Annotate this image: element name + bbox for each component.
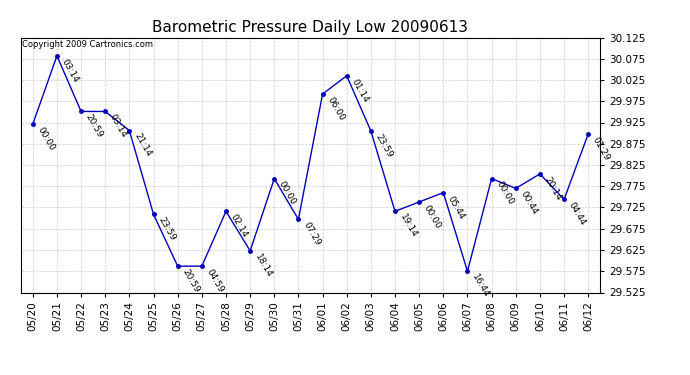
Text: Copyright 2009 Cartronics.com: Copyright 2009 Cartronics.com: [22, 40, 153, 49]
Text: 21:14: 21:14: [132, 132, 152, 159]
Text: 23:59: 23:59: [157, 216, 177, 243]
Text: 03:14: 03:14: [108, 113, 128, 140]
Text: 03:14: 03:14: [60, 57, 80, 84]
Text: 20:59: 20:59: [181, 267, 201, 294]
Text: 18:14: 18:14: [253, 252, 273, 279]
Text: 01:29: 01:29: [591, 135, 611, 162]
Title: Barometric Pressure Daily Low 20090613: Barometric Pressure Daily Low 20090613: [152, 20, 469, 35]
Text: 04:59: 04:59: [205, 267, 225, 294]
Text: 06:00: 06:00: [326, 95, 346, 122]
Text: 16:44: 16:44: [471, 273, 491, 299]
Text: 00:44: 00:44: [519, 190, 539, 216]
Text: 00:00: 00:00: [422, 203, 443, 230]
Text: 19:14: 19:14: [398, 213, 418, 240]
Text: 01:14: 01:14: [350, 77, 370, 104]
Text: 00:00: 00:00: [36, 126, 57, 153]
Text: 20:59: 20:59: [84, 113, 104, 140]
Text: 07:29: 07:29: [302, 221, 322, 248]
Text: 00:00: 00:00: [495, 180, 515, 207]
Text: 23:59: 23:59: [374, 132, 394, 159]
Text: 04:44: 04:44: [567, 201, 587, 227]
Text: 05:44: 05:44: [446, 194, 466, 221]
Text: 02:14: 02:14: [229, 213, 249, 239]
Text: 20:14: 20:14: [543, 176, 563, 202]
Text: 00:00: 00:00: [277, 180, 298, 207]
